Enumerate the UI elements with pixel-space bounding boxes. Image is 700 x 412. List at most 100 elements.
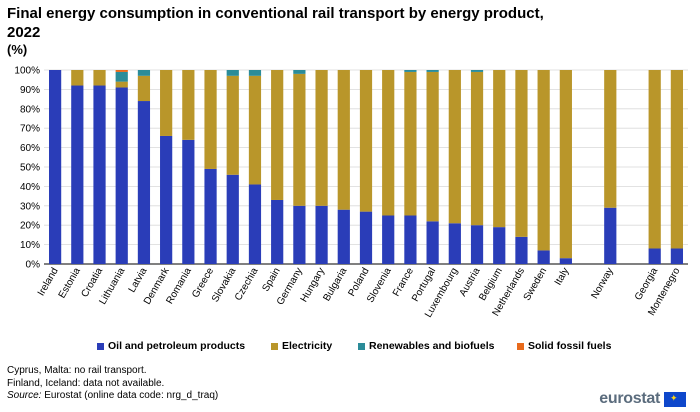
bar-oil-montenegro[interactable] [670,248,684,264]
bar-oil-romania[interactable] [182,139,195,264]
bar-electricity-czechia[interactable] [248,75,262,185]
bar-oil-slovenia[interactable] [382,215,395,265]
eu-flag-icon [664,391,686,407]
bar-oil-denmark[interactable] [160,135,173,264]
bar-electricity-slovenia[interactable] [382,70,395,216]
legend-label-solid: Solid fossil fuels [528,340,612,352]
bar-oil-greece[interactable] [204,168,217,264]
legend-swatch-oil [97,342,104,350]
bar-electricity-latvia[interactable] [137,75,151,102]
bar-electricity-montenegro[interactable] [670,70,684,249]
legend-swatch-electricity [271,342,278,350]
bar-electricity-portugal[interactable] [426,71,439,222]
bar-oil-estonia[interactable] [71,85,84,265]
x-tick-label: Estonia [57,266,83,301]
bar-oil-belgium[interactable] [493,227,506,264]
bar-electricity-slovakia[interactable] [226,75,239,175]
bar-oil-latvia[interactable] [137,101,151,264]
bar-electricity-greece[interactable] [204,70,217,169]
bar-electricity-poland[interactable] [359,70,373,212]
y-tick-label: 10% [20,240,40,251]
bar-oil-ireland[interactable] [48,70,62,264]
bar-electricity-sweden[interactable] [537,70,550,251]
bar-renewables-slovakia[interactable] [226,70,239,76]
legend-item-oil[interactable]: Oil and petroleum products [97,340,245,352]
bar-oil-croatia[interactable] [93,85,106,265]
legend-item-solid[interactable]: Solid fossil fuels [517,340,611,352]
bar-renewables-austria[interactable] [470,70,484,72]
source-label: Source: [7,390,42,401]
bar-oil-georgia[interactable] [648,248,661,264]
bar-electricity-austria[interactable] [470,71,484,226]
unit-label: (%) [7,42,28,57]
bar-electricity-italy[interactable] [559,70,572,259]
bar-electricity-bulgaria[interactable] [337,70,350,210]
bar-electricity-luxembourg[interactable] [448,70,461,224]
bar-solid-lithuania[interactable] [115,70,128,72]
bar-oil-portugal[interactable] [426,221,439,264]
bar-renewables-latvia[interactable] [137,70,151,76]
bar-oil-slovakia[interactable] [226,174,239,264]
y-tick-label: 0% [26,260,41,271]
legend-label-renewables: Renewables and biofuels [369,340,495,352]
bars [48,70,684,265]
bar-oil-hungary[interactable] [315,205,328,264]
y-tick-label: 80% [20,104,40,115]
bar-electricity-croatia[interactable] [93,70,106,86]
y-tick-label: 20% [20,221,40,232]
y-tick-label: 70% [20,124,40,135]
bar-renewables-germany[interactable] [293,70,306,74]
stacked-bar-chart: 0% 10% 20% 30% 40% 50% 60% 70% 80% 90% 100% Irelan… [14,66,688,320]
note-not-available: Finland, Iceland: data not available. [7,377,165,389]
bar-oil-germany[interactable] [293,205,306,264]
bar-electricity-spain[interactable] [271,70,284,200]
footnotes: Cyprus, Malta: no rail transport. Finlan… [7,365,218,403]
bar-renewables-lithuania[interactable] [115,71,128,82]
bar-electricity-germany[interactable] [293,73,306,206]
y-axis-ticks: 0% 10% 20% 30% 40% 50% 60% 70% 80% 90% 100% [14,66,40,271]
legend-item-renewables[interactable]: Renewables and biofuels [358,340,494,352]
bar-oil-italy[interactable] [559,258,572,264]
bar-oil-luxembourg[interactable] [448,223,461,264]
note-no-rail: Cyprus, Malta: no rail transport. [7,365,147,376]
bar-oil-bulgaria[interactable] [337,209,350,264]
bar-electricity-estonia[interactable] [71,70,84,86]
y-tick-label: 90% [20,85,40,96]
bar-oil-france[interactable] [404,215,417,265]
bar-electricity-norway[interactable] [604,70,617,208]
x-tick-label: Italy [553,266,572,287]
y-tick-label: 100% [14,66,40,77]
bar-renewables-czechia[interactable] [248,70,262,76]
eurostat-logo[interactable]: eurostat [599,390,686,408]
bar-renewables-france[interactable] [404,70,417,72]
x-tick-label: Norway [589,266,615,301]
bar-oil-spain[interactable] [271,199,284,264]
legend-label-oil: Oil and petroleum products [108,340,246,352]
x-tick-label: Spain [260,266,282,294]
x-tick-label: Latvia [127,266,150,295]
chart-title: Final energy consumption in conventional… [7,5,544,41]
bar-electricity-belgium[interactable] [493,70,506,228]
y-tick-label: 30% [20,201,40,212]
source-text: Eurostat (online data code: nrg_d_traq) [41,390,219,401]
bar-electricity-lithuania[interactable] [115,81,128,88]
bar-electricity-hungary[interactable] [315,70,328,206]
legend-swatch-renewables [358,342,365,350]
bar-electricity-denmark[interactable] [160,70,173,136]
bar-oil-czechia[interactable] [248,184,262,264]
legend-item-electricity[interactable]: Electricity [271,340,332,352]
bar-electricity-france[interactable] [404,71,417,216]
bar-electricity-netherlands[interactable] [515,70,528,237]
bar-renewables-portugal[interactable] [426,70,439,72]
y-tick-label: 60% [20,143,40,154]
bar-oil-poland[interactable] [359,211,373,264]
source-line: Source: Eurostat (online data code: nrg_… [7,390,218,403]
bar-oil-netherlands[interactable] [515,236,528,264]
bar-electricity-georgia[interactable] [648,70,661,249]
bar-oil-lithuania[interactable] [115,87,128,265]
bar-oil-austria[interactable] [470,225,484,264]
bar-oil-norway[interactable] [604,207,617,264]
bar-oil-sweden[interactable] [537,250,550,264]
legend-label-electricity: Electricity [282,340,333,352]
bar-electricity-romania[interactable] [182,70,195,140]
